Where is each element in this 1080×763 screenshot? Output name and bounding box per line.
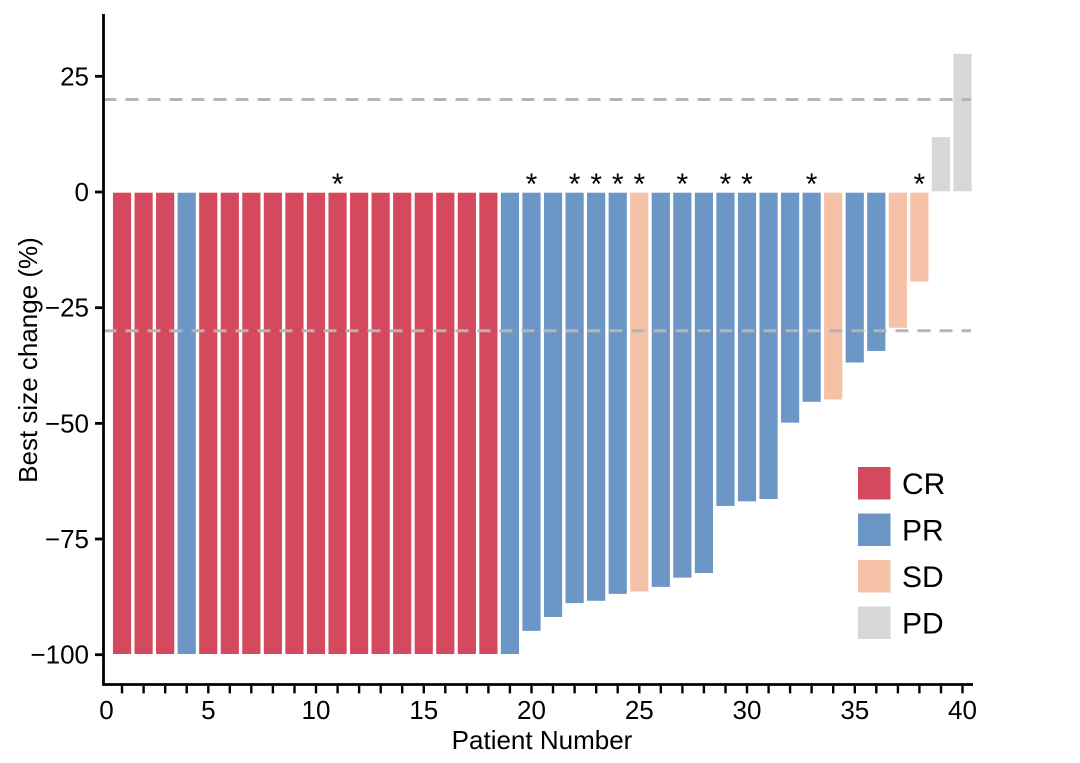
- bar-patient-19: [499, 191, 521, 656]
- bar-patient-14: [391, 191, 413, 656]
- asterisk-patient-33: *: [806, 168, 818, 201]
- bar-patient-21: [542, 191, 564, 619]
- bar-patient-27: [671, 191, 693, 580]
- y-tick-label--75: −75: [45, 524, 89, 554]
- bar-patient-17: [456, 191, 478, 656]
- x-tick-label-35: 35: [840, 695, 869, 725]
- asterisk-patient-20: *: [526, 168, 538, 201]
- bar-patient-16: [434, 191, 456, 656]
- bar-patient-37: [887, 191, 909, 330]
- asterisk-patient-22: *: [569, 168, 581, 201]
- bar-patient-30: [736, 191, 758, 503]
- bar-patient-12: [348, 191, 370, 656]
- x-tick-label-40: 40: [948, 695, 977, 725]
- bar-patient-38: [908, 191, 930, 283]
- bar-patient-39: [930, 135, 952, 193]
- x-tick-label-5: 5: [201, 695, 215, 725]
- y-tick-label-0: 0: [75, 177, 89, 207]
- asterisk-patient-23: *: [590, 168, 602, 201]
- bar-patient-23: [585, 191, 607, 603]
- bar-patient-29: [714, 191, 736, 508]
- y-tick-label--100: −100: [30, 640, 89, 670]
- bar-patient-36: [865, 191, 887, 353]
- bar-patient-24: [607, 191, 629, 596]
- x-tick-label-15: 15: [409, 695, 438, 725]
- legend-label-pr: PR: [902, 515, 944, 548]
- bar-patient-28: [693, 191, 715, 575]
- asterisk-patient-38: *: [914, 168, 926, 201]
- x-tick-label-25: 25: [625, 695, 654, 725]
- bar-patient-2: [133, 191, 155, 656]
- legend-label-pd: PD: [902, 608, 944, 641]
- bar-patient-15: [413, 191, 435, 656]
- bar-patient-5: [197, 191, 219, 656]
- asterisk-patient-27: *: [677, 168, 689, 201]
- asterisk-patient-24: *: [612, 168, 624, 201]
- asterisk-patient-11: *: [332, 168, 344, 201]
- legend-swatch-pd: [858, 606, 891, 639]
- bar-patient-7: [240, 191, 262, 656]
- bar-patient-8: [262, 191, 284, 656]
- bar-patient-9: [283, 191, 305, 656]
- bar-patient-6: [219, 191, 241, 656]
- y-tick-label--25: −25: [45, 293, 89, 323]
- asterisk-patient-30: *: [741, 168, 753, 201]
- x-tick-label-20: 20: [517, 695, 546, 725]
- legend-item-pr: PR: [858, 513, 944, 548]
- bar-patient-10: [305, 191, 327, 656]
- x-tick-label-30: 30: [733, 695, 762, 725]
- bar-patient-11: [327, 191, 349, 656]
- x-tick-label-0: 0: [99, 695, 113, 725]
- legend-label-sd: SD: [902, 561, 944, 594]
- bar-patient-4: [176, 191, 198, 656]
- bar-patient-22: [564, 191, 586, 605]
- bar-patient-40: [952, 52, 974, 193]
- legend-item-sd: SD: [858, 560, 944, 594]
- bar-patient-31: [758, 191, 780, 501]
- bar-patient-32: [779, 191, 801, 425]
- bar-patient-1: [111, 191, 133, 656]
- bar-patient-34: [822, 191, 844, 401]
- asterisk-patient-29: *: [720, 168, 732, 201]
- x-tick-label-10: 10: [302, 695, 331, 725]
- legend-item-cr: CR: [858, 467, 945, 501]
- y-tick-label--50: −50: [45, 408, 89, 438]
- bar-patient-18: [477, 191, 499, 656]
- legend-label-cr: CR: [902, 468, 945, 501]
- legend-swatch-sd: [858, 560, 891, 593]
- legend-item-pd: PD: [858, 606, 944, 641]
- bar-patient-20: [521, 191, 543, 633]
- bar-patient-3: [154, 191, 176, 656]
- bar-patient-33: [801, 191, 823, 404]
- bar-patient-13: [370, 191, 392, 656]
- bar-patient-26: [650, 191, 672, 589]
- bar-patient-25: [628, 191, 650, 593]
- y-tick-label-25: 25: [60, 61, 89, 91]
- legend-swatch-pr: [858, 513, 891, 546]
- legend-swatch-cr: [858, 467, 891, 500]
- bar-patient-35: [844, 191, 866, 364]
- x-axis-title: Patient Number: [452, 725, 633, 755]
- asterisk-patient-25: *: [633, 168, 645, 201]
- y-axis-title: Best size change (%): [13, 237, 43, 483]
